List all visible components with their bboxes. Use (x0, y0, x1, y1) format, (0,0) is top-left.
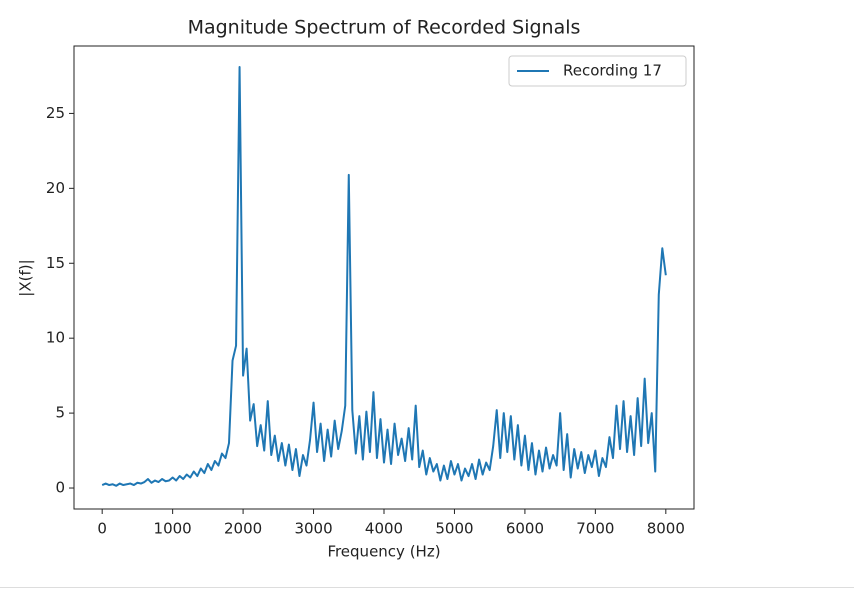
y-tick-label: 15 (46, 254, 65, 272)
x-tick-label: 5000 (435, 520, 473, 538)
x-axis-label: Frequency (Hz) (327, 543, 440, 561)
y-tick-label: 20 (46, 179, 65, 197)
plot-frame (73, 45, 695, 510)
y-tick-label: 25 (46, 104, 65, 122)
y-tick-label: 0 (55, 479, 65, 497)
x-tick-label: 2000 (224, 520, 262, 538)
x-tick-label: 7000 (576, 520, 614, 538)
x-tick-label: 4000 (365, 520, 403, 538)
line-series (101, 65, 667, 487)
legend-label: Recording 17 (563, 62, 662, 80)
x-tick-label: 6000 (506, 520, 544, 538)
x-tick-label: 1000 (154, 520, 192, 538)
y-axis-label: |X(f)| (17, 259, 35, 296)
x-tick-label: 3000 (294, 520, 332, 538)
y-tick-label: 5 (55, 404, 65, 422)
legend-box (508, 55, 687, 87)
y-tick-label: 10 (46, 329, 65, 347)
x-tick-label: 8000 (647, 520, 685, 538)
x-tick-label: 0 (97, 520, 107, 538)
chart-title: Magnitude Spectrum of Recorded Signals (188, 17, 581, 39)
